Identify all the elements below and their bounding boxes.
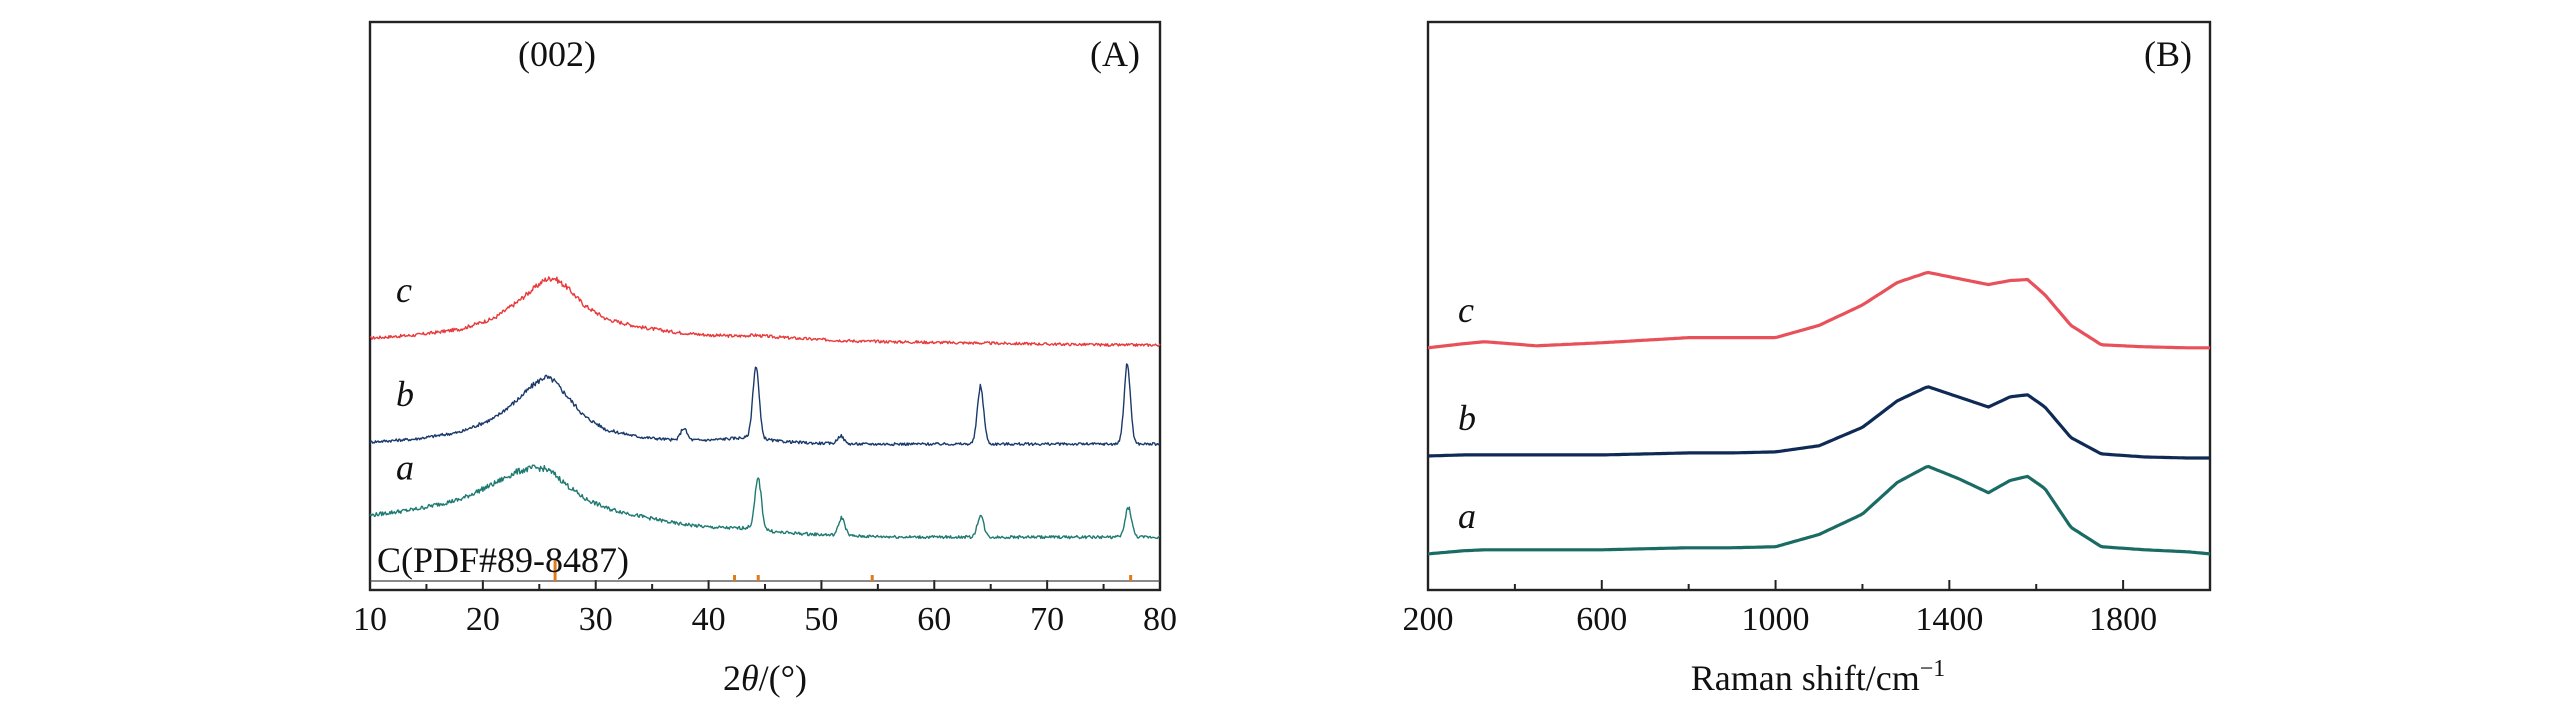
panel-b-ticks: 200 600 1000 1400 1800: [1403, 580, 2157, 638]
peak-label-002: (002): [518, 34, 596, 74]
series-label-c: c: [396, 270, 412, 310]
panel-b-label: (B): [2144, 34, 2192, 74]
x-tick-label: 20: [466, 601, 500, 638]
panel-a-frame: [368, 20, 1162, 592]
panel-b-frame: [1426, 20, 2212, 592]
panel-a-series: [369, 276, 1161, 540]
series-label-a: a: [396, 447, 414, 487]
panel-b: 200 600 1000 1400 1800 (B) c b a Raman shift/c…: [1403, 20, 2212, 698]
panel-a-ticks: 10 20 30 40 50 60 70 80: [353, 580, 1177, 638]
panel-a-series-labels: c ba: [396, 270, 414, 487]
panel-a-x-axis-label: 2θ/(°): [723, 658, 807, 698]
series-label-c: c: [1458, 290, 1474, 330]
series-line-a: [369, 464, 1161, 540]
series-line-a: [1427, 464, 2211, 556]
x-tick-label: 80: [1143, 601, 1177, 638]
panel-b-series: [1427, 270, 2211, 556]
x-tick-label: 1400: [1915, 601, 1983, 638]
series-line-c: [1427, 270, 2210, 350]
series-line-b: [1427, 385, 2210, 460]
x-label-prefix: 2: [723, 658, 741, 698]
x-tick-label: 60: [917, 601, 951, 638]
series-label-b: b: [1458, 398, 1476, 438]
panel-a: 10 20 30 40 50 60 70 80 (A) (002) C(PDF#89-8487…: [353, 20, 1177, 698]
series-line-c: [369, 276, 1161, 347]
panel-a-label: (A): [1090, 34, 1140, 74]
x-tick-label: 50: [804, 601, 838, 638]
x-tick-label: 10: [353, 601, 387, 638]
series-label-b: b: [396, 374, 414, 414]
x-tick-label: 1800: [2089, 601, 2157, 638]
x-tick-label: 200: [1403, 601, 1454, 638]
raman-label-sup: −1: [1920, 656, 1946, 682]
panel-b-x-axis-label: Raman shift/cm−1: [1691, 656, 1946, 698]
x-label-theta: θ: [741, 658, 759, 698]
x-label-unit: /(°): [759, 658, 807, 698]
x-tick-label: 1000: [1742, 601, 1810, 638]
x-tick-label: 70: [1030, 601, 1064, 638]
x-tick-label: 40: [692, 601, 726, 638]
panel-a-reference-markers: [370, 559, 1160, 582]
x-tick-label: 30: [579, 601, 613, 638]
reference-label: C(PDF#89-8487): [377, 540, 629, 580]
x-tick-label: 600: [1576, 601, 1627, 638]
raman-label: Raman shift/cm: [1691, 658, 1920, 698]
series-label-a: a: [1458, 496, 1476, 536]
panel-b-series-labels: c b a: [1458, 290, 1476, 536]
series-line-b: [369, 363, 1161, 447]
